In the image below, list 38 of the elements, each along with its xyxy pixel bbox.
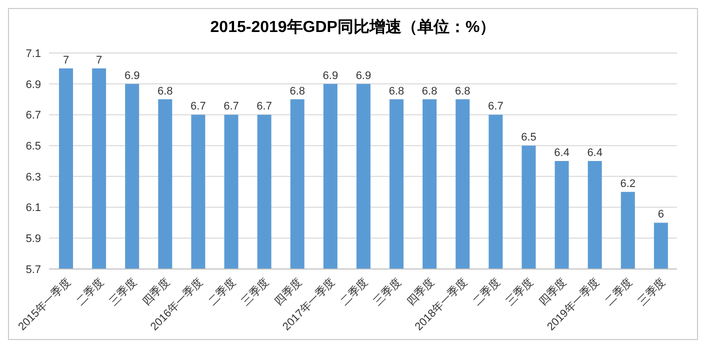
- x-tick-label: 二季度: [602, 275, 636, 308]
- x-tick-label: 三季度: [238, 275, 272, 308]
- y-tick-label: 6.3: [26, 171, 41, 184]
- data-label: 6.9: [124, 70, 140, 82]
- data-label: 6.4: [554, 147, 570, 159]
- x-tick-label: 二季度: [338, 275, 371, 308]
- data-label: 7: [96, 54, 102, 66]
- chart-title: 2015-2019年GDP同比增速（单位：%）: [209, 18, 497, 38]
- data-label: 6.7: [190, 100, 206, 113]
- x-tick-label: 二季度: [206, 275, 238, 308]
- y-tick-label: 6.9: [26, 78, 41, 91]
- data-label: 6.7: [488, 100, 504, 113]
- y-tick-label: 6.1: [26, 202, 41, 214]
- data-label: 6.8: [388, 85, 404, 98]
- data-label: 6.5: [521, 132, 536, 144]
- y-tick-label: 5.9: [26, 233, 41, 246]
- data-label: 6.4: [587, 147, 602, 159]
- data-label: 6.8: [454, 85, 470, 98]
- data-label: 6.7: [224, 100, 239, 113]
- data-label: 6.8: [422, 85, 438, 98]
- x-tick-label: 三季度: [503, 275, 536, 308]
- y-tick-label: 6.5: [26, 140, 41, 152]
- y-tick-label: 6.7: [26, 110, 41, 122]
- x-tick-label: 二季度: [470, 275, 503, 308]
- x-tick-label: 三季度: [636, 275, 668, 308]
- data-label: 7: [62, 54, 70, 66]
- data-label: 6.8: [158, 85, 173, 98]
- data-label: 6.2: [620, 178, 636, 190]
- x-tick-label: 三季度: [371, 275, 404, 308]
- data-label: 6.9: [322, 70, 338, 82]
- data-label: 6.8: [290, 85, 306, 98]
- data-label: 6: [658, 208, 664, 221]
- x-tick-label: 三季度: [106, 275, 140, 308]
- y-tick-label: 7.1: [26, 48, 41, 60]
- data-label: 6.7: [256, 100, 272, 113]
- y-tick-label: 5.7: [26, 264, 41, 276]
- x-tick-label: 二季度: [74, 275, 106, 308]
- data-label: 6.9: [356, 70, 372, 82]
